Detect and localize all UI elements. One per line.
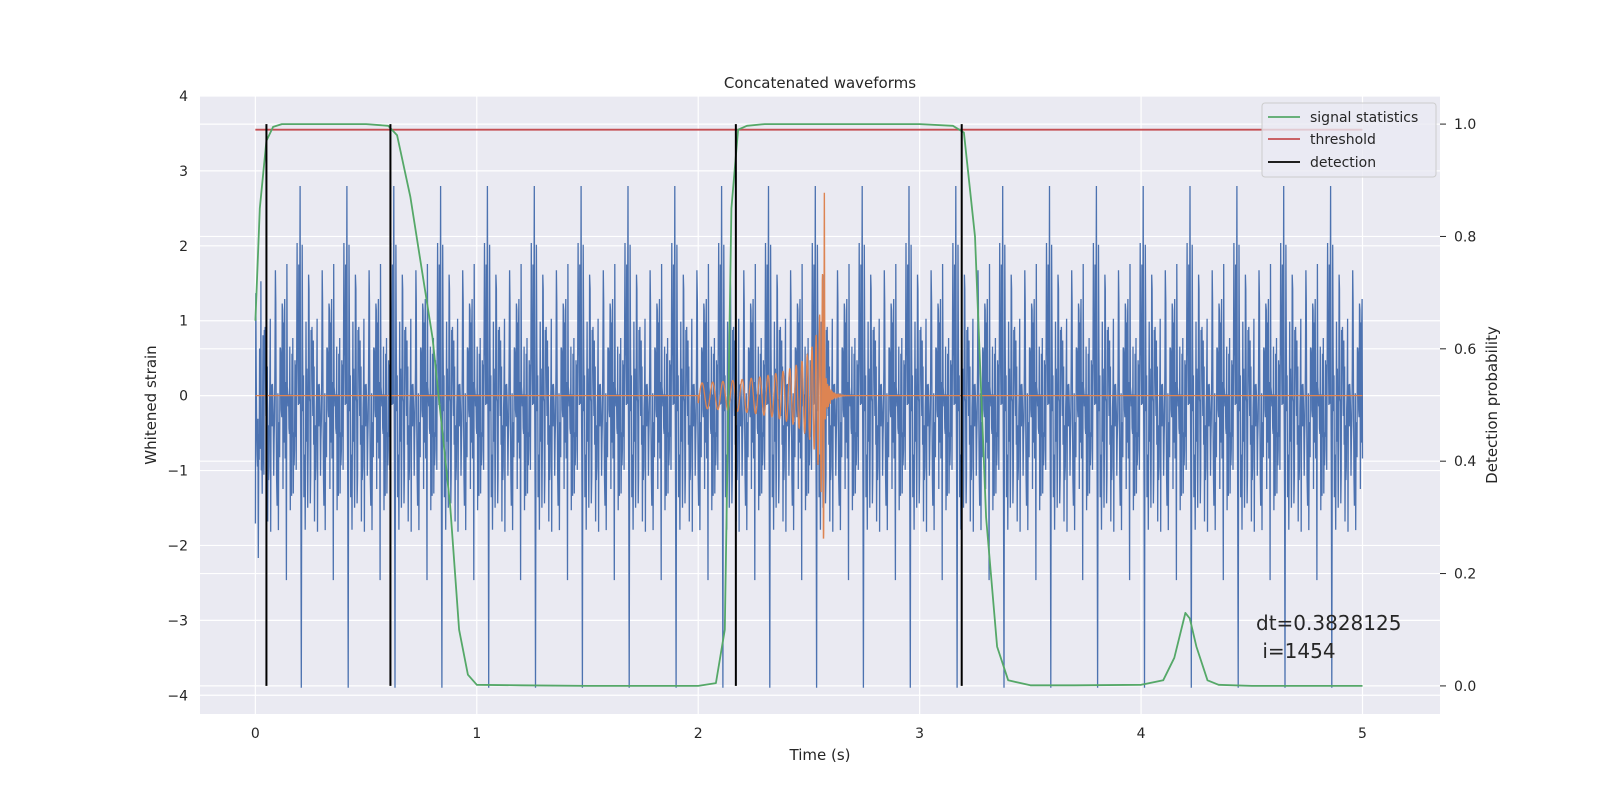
y2-tick-label: 0.2 [1454, 567, 1476, 583]
y-tick-label: −2 [167, 538, 188, 554]
y2-tick-label: 0.6 [1454, 342, 1476, 358]
y-tick-label: 4 [179, 89, 188, 105]
x-axis-label: Time (s) [789, 746, 851, 764]
x-tick-label: 0 [251, 726, 260, 742]
x-tick-label: 1 [472, 726, 481, 742]
y-tick-label: 2 [179, 239, 188, 255]
y2-axis-label: Detection probability [1483, 326, 1501, 484]
legend-label-detection: detection [1310, 155, 1376, 171]
chart-title: Concatenated waveforms [724, 74, 916, 92]
annotation-i: i=1454 [1256, 639, 1336, 663]
y2-tick-label: 1.0 [1454, 117, 1476, 133]
y-tick-label: −4 [167, 688, 188, 704]
x-tick-label: 4 [1137, 726, 1146, 742]
x-tick-label: 5 [1358, 726, 1367, 742]
x-tick-label: 3 [915, 726, 924, 742]
axis-layer: 0 1 2 3 4 5 −4 −3 −2 −1 0 1 2 3 4 0.0 0.2 0.4 0.6 0.8 1.0 [167, 89, 1476, 742]
y-tick-label: 0 [179, 389, 188, 405]
y-tick-label: −3 [167, 613, 188, 629]
legend-label-threshold: threshold [1310, 132, 1376, 148]
series-injected-chirp [255, 192, 1363, 539]
y2-tick-label: 0.4 [1454, 454, 1476, 470]
legend: signal statistics threshold detection [1261, 102, 1437, 178]
y-axis-label: Whitened strain [142, 345, 160, 464]
y2-tick-label: 0.0 [1454, 679, 1476, 695]
y-tick-label: 1 [179, 314, 188, 330]
legend-label-signal-statistics: signal statistics [1310, 110, 1418, 126]
data-layer [254, 123, 1364, 688]
y2-tick-label: 0.8 [1454, 229, 1476, 245]
x-tick-label: 2 [694, 726, 703, 742]
y-tick-label: 3 [179, 164, 188, 180]
legend-box [1261, 102, 1437, 178]
annotation-dt: dt=0.3828125 [1256, 611, 1401, 635]
y-tick-label: −1 [167, 464, 188, 480]
